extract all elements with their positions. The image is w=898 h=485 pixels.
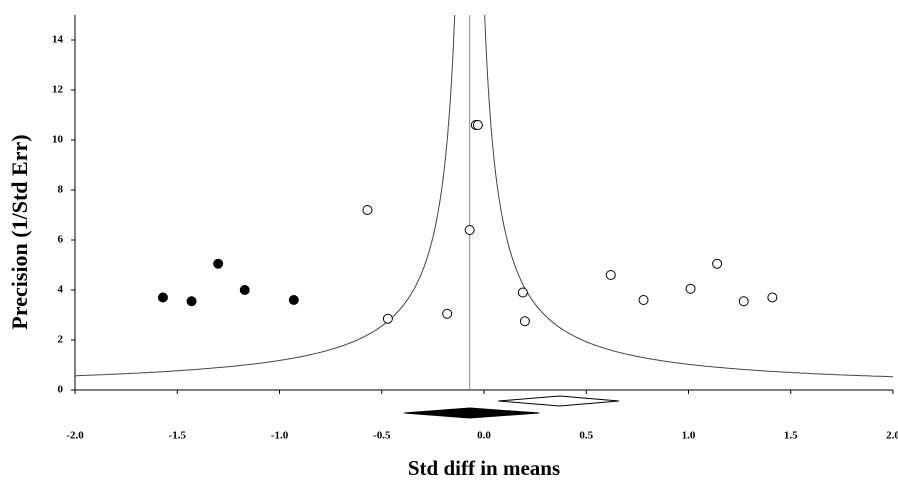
x-tick-label: 1.0 — [682, 430, 696, 442]
data-point — [362, 205, 373, 215]
data-point — [767, 292, 778, 303]
data-point — [442, 308, 453, 319]
funnel-line — [484, 15, 893, 378]
data-point — [638, 295, 649, 305]
y-tick-label: 14 — [52, 34, 64, 46]
data-point — [517, 287, 528, 298]
data-point — [685, 283, 696, 294]
y-tick-label: 12 — [52, 84, 64, 96]
x-tick-label: -2.0 — [66, 430, 84, 442]
data-point — [519, 316, 530, 327]
y-tick-label: 10 — [52, 134, 64, 146]
y-tick-label: 4 — [58, 284, 64, 296]
data-point — [382, 313, 393, 324]
data-point — [288, 295, 299, 305]
data-point — [213, 258, 224, 269]
funnel-line — [75, 15, 456, 377]
y-tick-label: 0 — [58, 384, 64, 396]
summary-diamond — [404, 407, 540, 419]
x-tick-label: 2.0 — [886, 430, 898, 442]
x-tick-label: -1.5 — [169, 430, 187, 442]
x-tick-label: -0.5 — [373, 430, 391, 442]
data-point — [464, 225, 475, 235]
y-tick-label: 8 — [58, 184, 64, 196]
data-point — [472, 120, 483, 130]
data-point — [712, 258, 723, 269]
x-tick-label: 0.0 — [477, 430, 491, 442]
data-point — [738, 296, 749, 307]
data-point — [157, 292, 168, 303]
x-axis-label: Std diff in means — [408, 456, 560, 480]
y-axis-label: Precision (1/Std Err) — [7, 134, 32, 329]
x-tick-label: 1.5 — [784, 430, 798, 442]
summary-diamond — [498, 395, 620, 407]
x-tick-label: -1.0 — [271, 430, 289, 442]
x-tick-label: 0.5 — [579, 430, 593, 442]
data-point — [239, 285, 250, 295]
y-tick-label: 2 — [58, 334, 64, 346]
data-point — [186, 296, 197, 307]
y-tick-label: 6 — [58, 234, 64, 246]
plot-area — [75, 15, 893, 390]
data-point — [605, 270, 616, 280]
